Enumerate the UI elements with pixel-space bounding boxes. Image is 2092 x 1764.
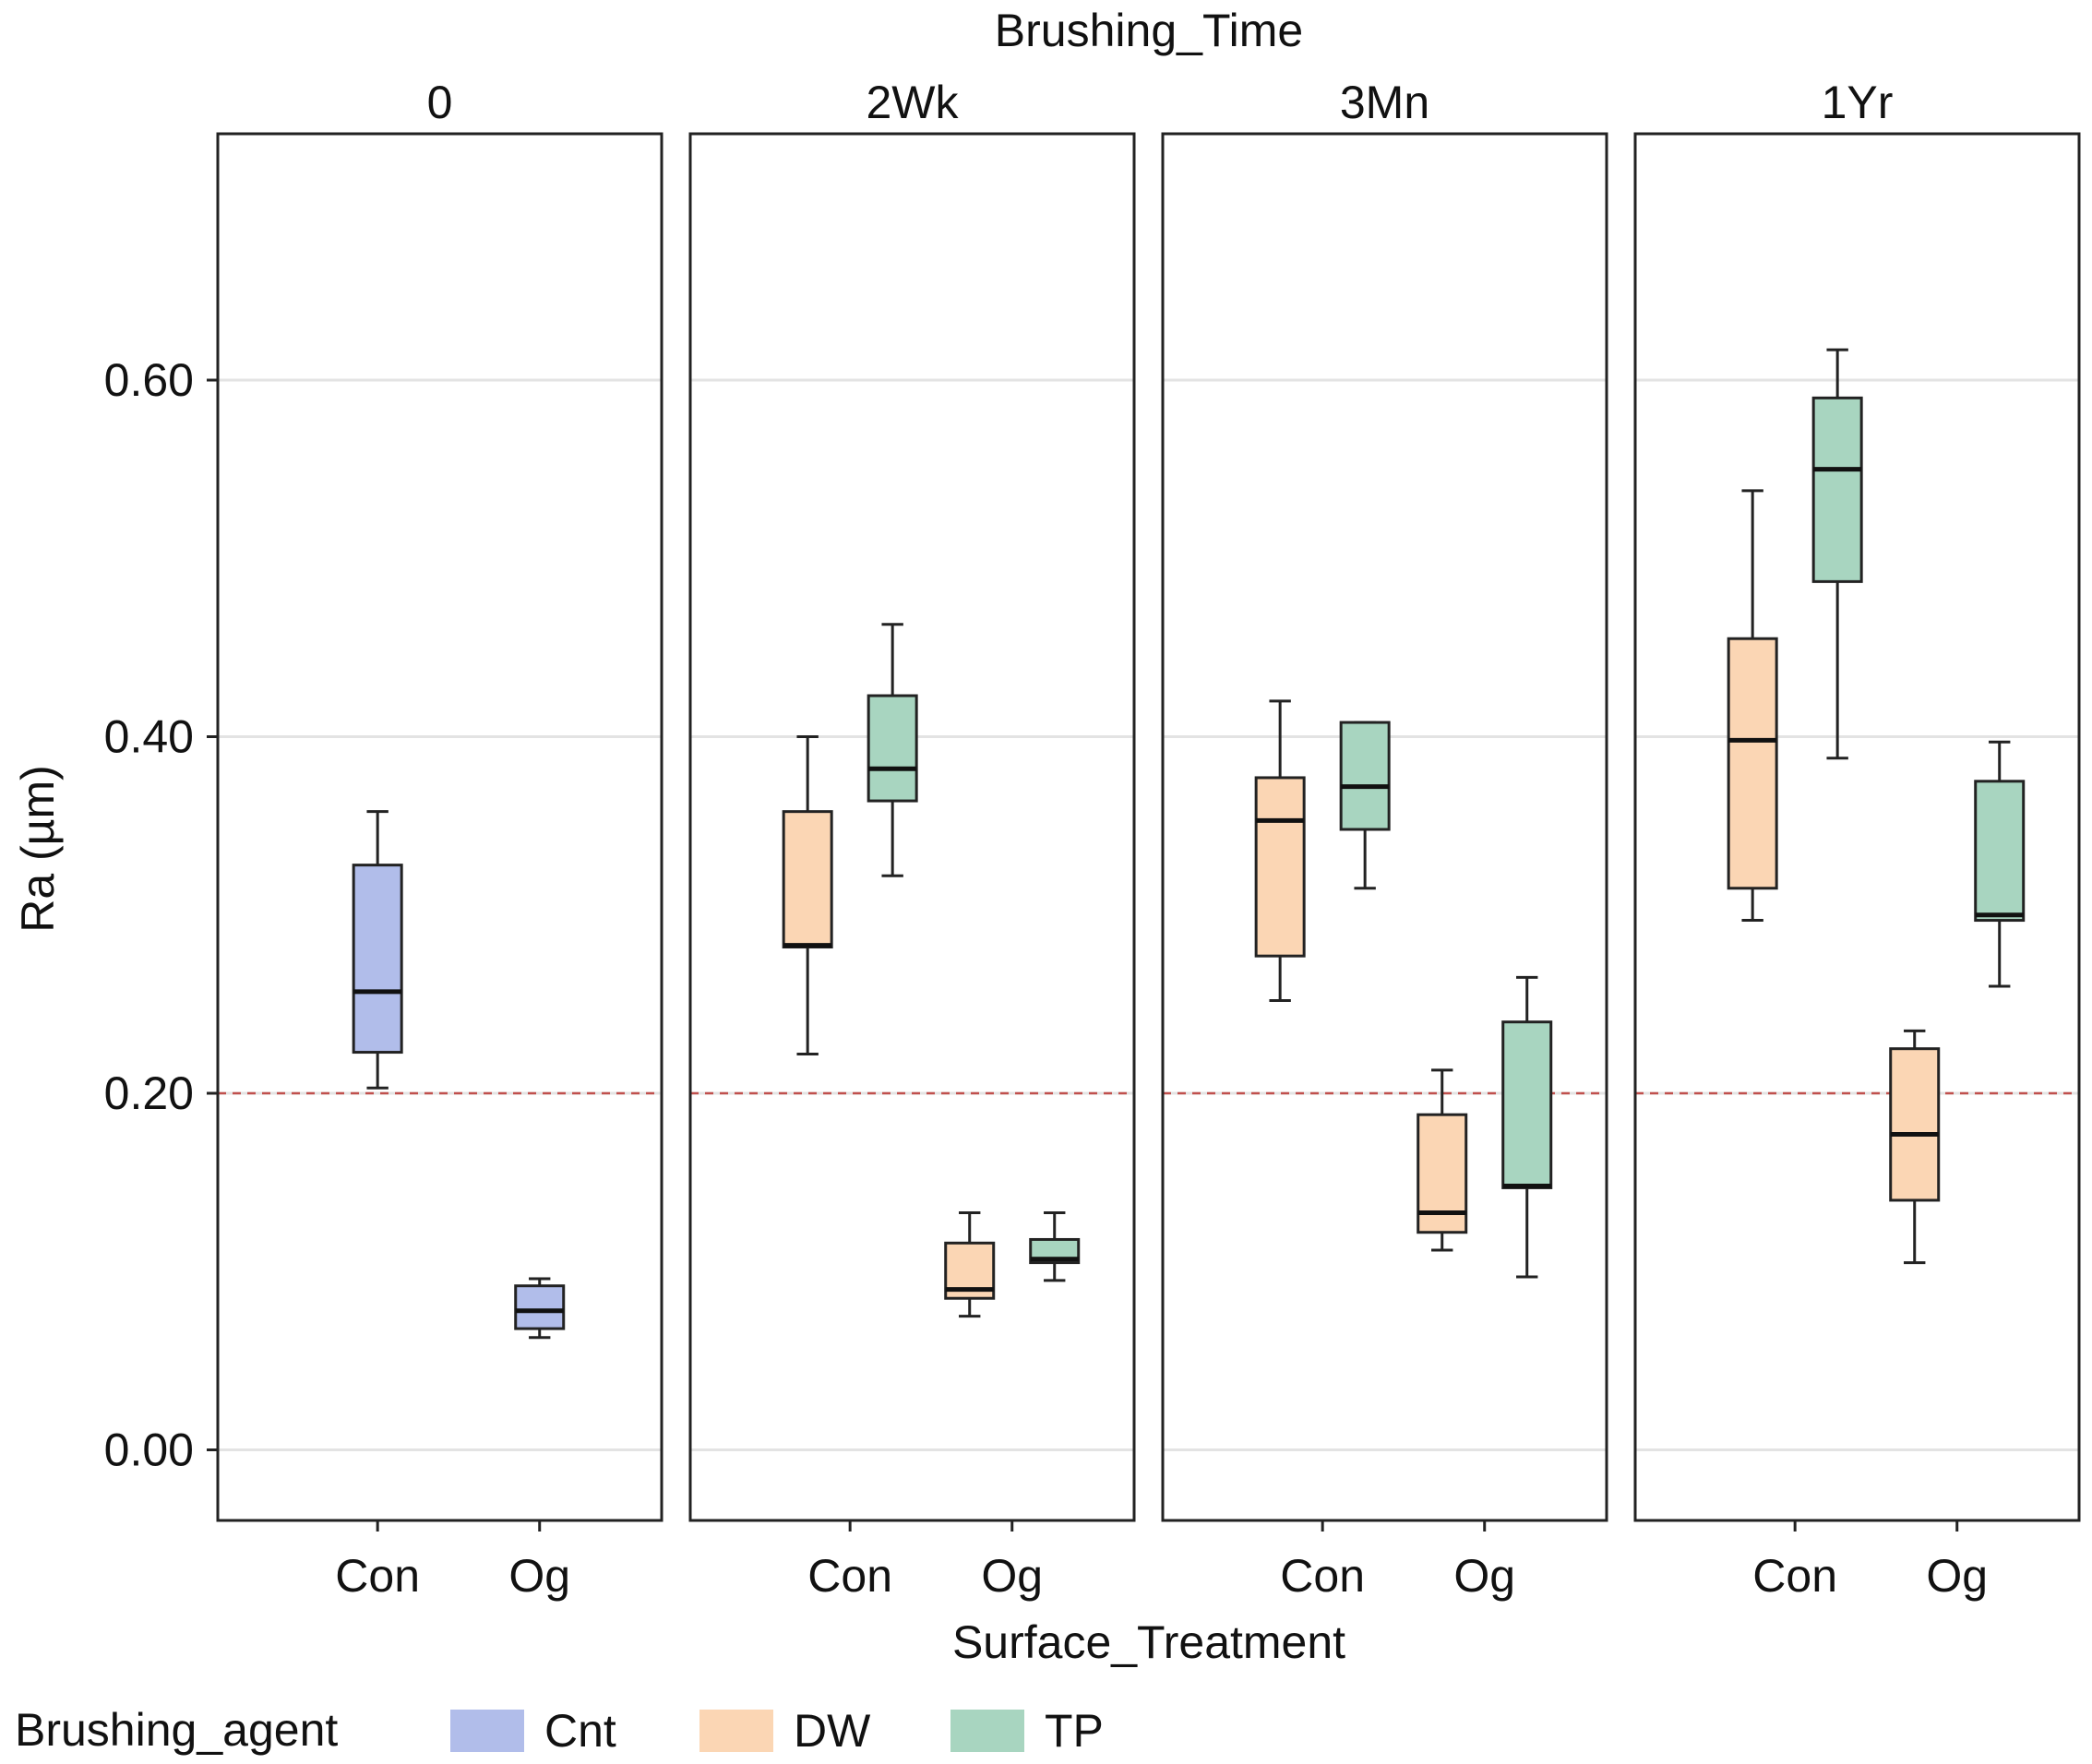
legend-key <box>699 1710 773 1752</box>
box-3Mn-Og-TP <box>1501 975 1553 1279</box>
box-iqr <box>1727 637 1778 890</box>
x-tick-label: Og <box>1453 1550 1515 1602</box>
box-iqr <box>1974 780 2026 923</box>
box-3Mn-Con-TP <box>1339 721 1391 890</box>
y-axis-label: Ra (µm) <box>12 765 64 933</box>
box-iqr <box>1254 776 1306 958</box>
legend-item-Cnt: Cnt <box>450 1705 616 1757</box>
legend-key <box>450 1710 524 1752</box>
x-tick-label: Con <box>335 1550 420 1602</box>
facet-label: 3Mn <box>1340 77 1429 128</box>
x-tick-label: Og <box>1926 1550 1988 1602</box>
x-tick-label: Con <box>807 1550 892 1602</box>
facet-label: 0 <box>427 77 453 128</box>
box-iqr <box>1811 396 1863 583</box>
box-1Yr-Og-TP <box>1974 740 2026 988</box>
box-1Yr-Con-TP <box>1811 348 1863 760</box>
box-iqr <box>514 1284 566 1330</box>
chart-title: Brushing_Time <box>995 5 1303 56</box>
y-axis-ticks: 0.00 0.20 0.40 0.60 <box>104 354 218 1476</box>
legend-label: Cnt <box>544 1705 616 1757</box>
box-1Yr-Con-DW <box>1727 489 1778 923</box>
y-tick-label: 0.20 <box>104 1067 194 1119</box>
facet-panel-0: 0 Con Og <box>216 77 663 1602</box>
y-tick-label: 0.60 <box>104 354 194 406</box>
box-2Wk-Con-DW <box>782 735 833 1055</box>
box-2Wk-Con-TP <box>867 623 918 877</box>
legend-title: Brushing_agent <box>15 1704 338 1756</box>
box-iqr <box>867 694 918 803</box>
box-3Mn-Og-DW <box>1417 1068 1468 1252</box>
facet-label: 1Yr <box>1822 77 1894 128</box>
box-2Wk-Og-DW <box>944 1210 996 1318</box>
legend-label: DW <box>794 1705 871 1757</box>
legend: Brushing_agent Cnt DW TP <box>15 1704 1104 1757</box>
panel-border <box>1633 132 2081 1522</box>
box-iqr <box>1889 1047 1941 1202</box>
box-iqr <box>1339 721 1391 831</box>
legend-label: TP <box>1045 1705 1104 1757</box>
facet-panel-3Mn: 3Mn Con Og <box>1161 77 1608 1602</box>
x-tick-label: Con <box>1752 1550 1837 1602</box>
y-tick-label: 0.40 <box>104 711 194 763</box>
facet-panel-2Wk: 2Wk Con Og <box>688 77 1136 1602</box>
x-tick-label: Og <box>981 1550 1043 1602</box>
x-axis-label: Surface_Treatment <box>952 1616 1345 1668</box>
box-2Wk-Og-TP <box>1029 1210 1081 1282</box>
box-1Yr-Og-DW <box>1889 1029 1941 1265</box>
box-iqr <box>782 810 833 949</box>
legend-item-DW: DW <box>699 1705 871 1757</box>
facet-panel-1Yr: 1Yr Con Og <box>1633 77 2081 1602</box>
panel-border <box>688 132 1136 1522</box>
box-iqr <box>1501 1020 1553 1189</box>
box-0-Con-Cnt <box>352 810 403 1090</box>
panel-border <box>216 132 663 1522</box>
x-tick-label: Og <box>508 1550 570 1602</box>
box-iqr <box>352 864 403 1055</box>
panel-border <box>1161 132 1608 1522</box>
facet-label: 2Wk <box>867 77 960 128</box>
x-tick-label: Con <box>1280 1550 1365 1602</box>
y-tick-label: 0.00 <box>104 1424 194 1476</box>
box-3Mn-Con-DW <box>1254 699 1306 1003</box>
legend-key <box>950 1710 1024 1752</box>
legend-item-TP: TP <box>950 1705 1104 1757</box>
chart-panels: 0 Con Og 2Wk Con Og 3Mn Con Og 1Yr Con Og <box>216 77 2081 1602</box>
box-0-Og-Cnt <box>514 1277 566 1340</box>
